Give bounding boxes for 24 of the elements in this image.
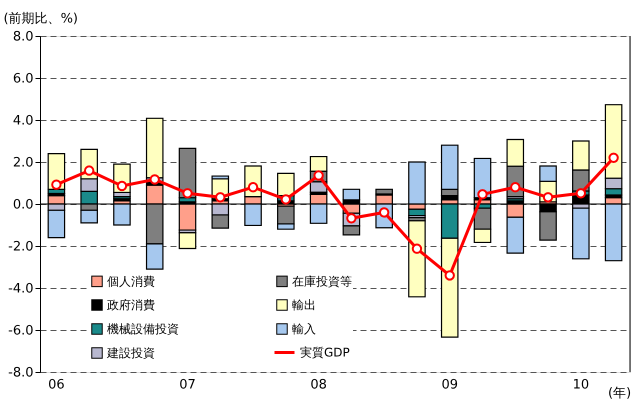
x-tick-label: 07 [179, 378, 196, 392]
y-tick-label: 8.0 [12, 30, 34, 44]
y-tick-label: -6.0 [8, 324, 34, 338]
legend-label: 輸出 [292, 298, 316, 312]
y-tick-label: 6.0 [12, 72, 34, 86]
x-tick-label: 10 [572, 378, 590, 392]
x-tick-label: 06 [48, 378, 65, 392]
y-tick-label: -8.0 [8, 366, 34, 380]
y-axis-title: (前期比、%) [4, 12, 78, 26]
text: (年) [608, 386, 632, 401]
legend-label: 建設投資 [106, 346, 155, 360]
y-tick-label: -4.0 [8, 282, 34, 296]
y-tick-label: -2.0 [8, 240, 34, 254]
y-tick-label: 0.0 [12, 198, 34, 212]
y-tick-label: 2.0 [12, 156, 34, 170]
x-tick-label: 09 [441, 378, 458, 392]
legend-label: 実質GDP [300, 346, 350, 360]
y-tick-label: 4.0 [12, 114, 34, 128]
legend-label: 輸入 [292, 322, 316, 336]
legend-label: 機械設備投資 [107, 322, 179, 336]
legend-label: 個人消費 [107, 274, 155, 288]
x-tick-label: 08 [310, 378, 327, 392]
legend-label: 在庫投資等 [292, 274, 352, 288]
legend-label: 政府消費 [107, 298, 155, 312]
